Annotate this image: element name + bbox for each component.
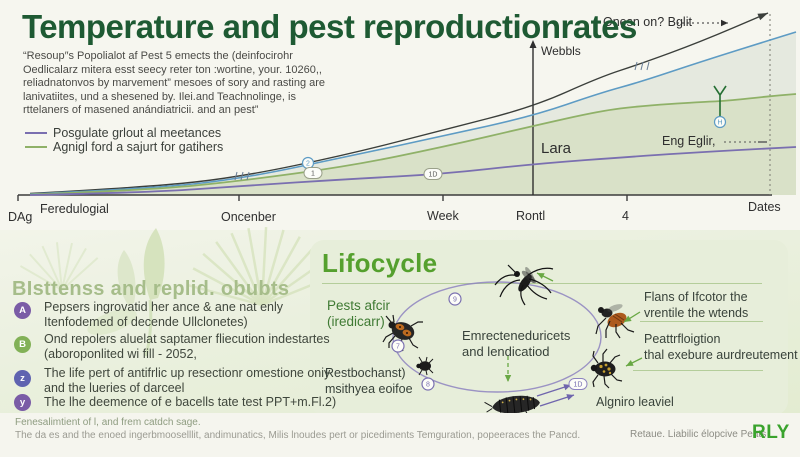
- x-axis-label: Week: [427, 209, 459, 223]
- note-line: (aboroponlited wi fill - 2052,: [44, 347, 197, 361]
- annotation-mid-label: Lara: [541, 140, 572, 157]
- note-line: Ond repolers aluelat saptamer fliecution…: [44, 332, 330, 346]
- lifecycle-title: Lifocycle: [322, 248, 438, 278]
- x-axis-label: Rontl: [516, 209, 546, 223]
- note-line: The lhe deemence of e bacells tate test …: [44, 395, 337, 409]
- brand-logo: RLY: [752, 422, 790, 443]
- note-line: Itenfodemed of decende Ullclonetes): [44, 315, 248, 329]
- x-axis-label: Oncenber: [221, 210, 276, 224]
- note-item: The life pert of antifrlic up resectionr…: [44, 366, 330, 396]
- note-line: and the lueries of darceel: [44, 381, 185, 395]
- note-line: The life pert of antifrlic up resectionr…: [44, 366, 331, 380]
- legend-label: Posgulate grlout al meetances: [53, 126, 222, 140]
- footer-note-2: The da es and the enoed ingerbmooselllit…: [15, 430, 581, 441]
- svg-text:1: 1: [311, 170, 315, 177]
- x-axis-label: Dates: [748, 200, 781, 214]
- description-line: “Resoup″s Popolialot af Pest 5 emects th…: [23, 50, 293, 62]
- footer-note-1: Fenesalimtient of l, and frem catdch sag…: [15, 417, 201, 428]
- footer-strip: [0, 413, 800, 457]
- x-axis-label: Feredulogial: [40, 202, 109, 216]
- lifecycle-label-bottom: Algniro leaviel: [596, 395, 674, 409]
- legend-item: Agnigl ford a sajurt for gatihers: [25, 140, 223, 154]
- note-item: Ond repolers aluelat saptamer fliecution…: [44, 332, 330, 362]
- svg-text:2: 2: [306, 160, 310, 167]
- lifecycle-title-rule: [322, 283, 762, 284]
- note-item: The lhe deemence of e bacells tate test …: [44, 395, 336, 410]
- description-line: rttelaners of masened anándiatricii. and…: [23, 104, 259, 116]
- badge-a: A: [14, 302, 31, 319]
- badge-b: B: [14, 336, 31, 353]
- legend-swatch-purple: [25, 132, 47, 134]
- lifecycle-label-center: Emrecteneduricets and lendicatiod: [462, 328, 571, 359]
- page-title: Temperature and pest reproductionrates: [22, 8, 637, 45]
- notes-heading: BIsttenss and replid. obubts: [12, 278, 290, 300]
- x-axis-label: DAg: [8, 210, 33, 224]
- svg-text:H: H: [717, 119, 722, 126]
- badge-z: z: [14, 370, 31, 387]
- badge-y: y: [14, 394, 31, 411]
- footer-credit: Retaue. Liabilic élopcive Peats: [630, 429, 767, 440]
- annotation-right-label: Eng Eglir,: [662, 134, 716, 148]
- description-line: Oedlicalarz mitera esst seecy reter ton …: [23, 63, 322, 76]
- legend-item: Posgulate grlout al meetances: [25, 126, 223, 140]
- svg-text:1D: 1D: [429, 171, 438, 178]
- x-axis-label: 4: [622, 209, 629, 223]
- legend-label: Agnigl ford a sajurt for gatihers: [53, 140, 224, 154]
- description-line: reliadnatonvos by marvement” mesoes of s…: [23, 77, 326, 89]
- chart-legend: Posgulate grlout al meetances Agnigl for…: [25, 126, 223, 154]
- y-axis-label: Webbls: [541, 44, 581, 58]
- lifecycle-label-right-mid: Peattrfloigtion thal exebure aurdreuteme…: [644, 332, 798, 362]
- lifecycle-label-pests: Pests afcir (iredicarr): [327, 298, 391, 329]
- description-line: lanivatiites, und a shesened by. Ilei.an…: [23, 90, 296, 103]
- description: “Resoup″s Popolialot af Pest 5 emects th…: [23, 50, 325, 118]
- lifecycle-label-left: Restbochanst) msithyea eoifoe: [325, 366, 413, 396]
- legend-swatch-green: [25, 146, 47, 148]
- lifecycle-rule-right-top: [640, 321, 763, 322]
- note-line: Pepsers ingrovatid her ance & ane nat en…: [44, 300, 284, 314]
- note-item: Pepsers ingrovatid her ance & ane nat en…: [44, 300, 283, 330]
- lifecycle-label-right-top: Flans of Ifcotor the vrentile the wtends: [644, 290, 749, 320]
- lifecycle-rule-right-mid: [633, 370, 763, 371]
